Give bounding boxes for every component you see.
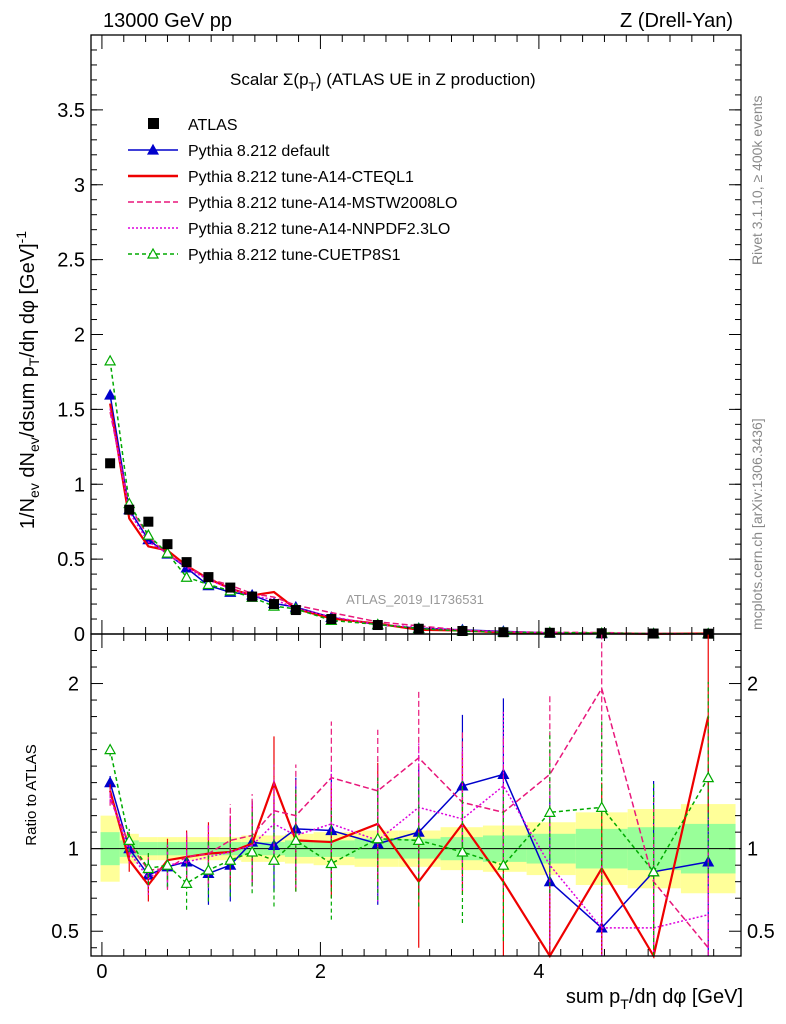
atlas-point — [326, 614, 337, 625]
ratio-point — [202, 863, 215, 875]
atlas-point — [268, 599, 279, 610]
main-point — [142, 528, 155, 540]
main-point — [180, 570, 193, 582]
y-axis-label: 1/Nev dNev/dsum pT/dη dφ [GeV]-1 — [13, 231, 42, 529]
side-text-top: Rivet 3.1.10, ≥ 400k events — [749, 95, 765, 265]
ratio-point — [224, 853, 237, 865]
x-tick-label: 4 — [533, 961, 544, 983]
ratio-point — [456, 845, 469, 857]
main-y-tick-label: 1.5 — [57, 399, 85, 421]
ratio-plot: 0 2 4 0.5 0.5 1 1 2 2 — [51, 633, 775, 983]
main-point — [104, 354, 117, 366]
main-y-tick-label: 3 — [74, 175, 85, 197]
side-text-bottom: mcplots.cern.ch [arXiv:1306.3436] — [749, 418, 765, 630]
ratio-y-tick-label-right: 0.5 — [747, 921, 775, 943]
atlas-point — [290, 605, 301, 616]
ratio-point — [371, 832, 384, 844]
ratio-point — [267, 853, 281, 865]
atlas-point — [413, 623, 424, 634]
ratio-point — [161, 858, 174, 870]
x-tick-label: 2 — [315, 961, 326, 983]
plot-title: Scalar Σ(pT) (ATLAS UE in Z production) — [230, 70, 536, 94]
legend-label: Pythia 8.212 tune-CUETP8S1 — [188, 247, 401, 264]
main-y-tick-label: 0.5 — [57, 549, 85, 571]
main-point — [202, 578, 215, 590]
ratio-point — [595, 801, 608, 812]
ratio-y-tick-label-right: 2 — [747, 674, 758, 696]
main-point — [104, 388, 117, 400]
header-left: 13000 GeV pp — [103, 10, 232, 32]
legend-label: Pythia 8.212 tune-A14-CTEQL1 — [188, 169, 414, 186]
atlas-point — [143, 516, 154, 527]
main-plot: 0 0.5 1 1.5 2 2.5 3 3.5 Scalar Σ(pT) (ATLAS UE … — [57, 34, 742, 646]
ratio-y-tick-label-left: 2 — [68, 674, 79, 696]
main-y-tick-label: 1 — [74, 474, 85, 496]
ratio-point — [325, 857, 338, 869]
x-tick-label: 0 — [96, 961, 107, 983]
main-point — [161, 546, 174, 558]
legend-label: ATLAS — [188, 117, 238, 134]
ratio-frame — [90, 633, 742, 957]
x-axis-label: sum pT/dη dφ [GeV] — [566, 986, 743, 1012]
atlas-point — [162, 539, 173, 550]
atlas-point — [203, 572, 214, 583]
main-y-tick-label: 2 — [74, 325, 85, 347]
header-right: Z (Drell-Yan) — [620, 10, 733, 32]
legend: ATLAS Pythia 8.212 default Pythia 8.212 tu… — [128, 117, 457, 264]
legend-label: Pythia 8.212 tune-A14-NNPDF2.3LO — [188, 221, 450, 238]
watermark: ATLAS_2019_I1736531 — [346, 592, 484, 607]
legend-marker — [148, 118, 159, 129]
ratio-point — [289, 834, 302, 846]
atlas-point — [225, 582, 236, 593]
ratio-y-tick-label-left: 0.5 — [51, 921, 79, 943]
atlas-point — [105, 458, 116, 469]
ratio-point — [702, 771, 715, 783]
atlas-point — [596, 628, 607, 639]
ratio-point — [180, 877, 193, 888]
atlas-point — [124, 504, 135, 515]
legend-label: Pythia 8.212 tune-A14-MSTW2008LO — [188, 195, 457, 212]
ratio-y-tick-label-left: 1 — [68, 839, 79, 861]
ratio-point — [104, 743, 117, 755]
ratio-point — [543, 806, 556, 817]
main-y-tick-label: 3.5 — [57, 100, 85, 122]
ratio-point — [647, 865, 660, 877]
legend-label: Pythia 8.212 default — [188, 143, 330, 160]
ratio-y-axis-label: Ratio to ATLAS — [23, 744, 40, 845]
main-y-tick-label: 2.5 — [57, 250, 85, 272]
legend-marker — [146, 247, 160, 259]
ratio-y-tick-label-right: 1 — [747, 839, 758, 861]
atlas-point — [457, 626, 468, 637]
ratio-point — [497, 858, 510, 870]
atlas-point — [181, 557, 192, 568]
ratio-point — [412, 834, 425, 846]
ratio-point — [142, 862, 155, 874]
atlas-point — [372, 620, 383, 631]
atlas-point — [498, 627, 509, 638]
ratio-point — [246, 845, 259, 857]
main-y-tick-label: 0 — [74, 624, 85, 646]
ratio-point — [123, 834, 136, 846]
legend-marker — [146, 143, 160, 155]
atlas-point — [247, 591, 258, 602]
atlas-point — [544, 627, 555, 638]
